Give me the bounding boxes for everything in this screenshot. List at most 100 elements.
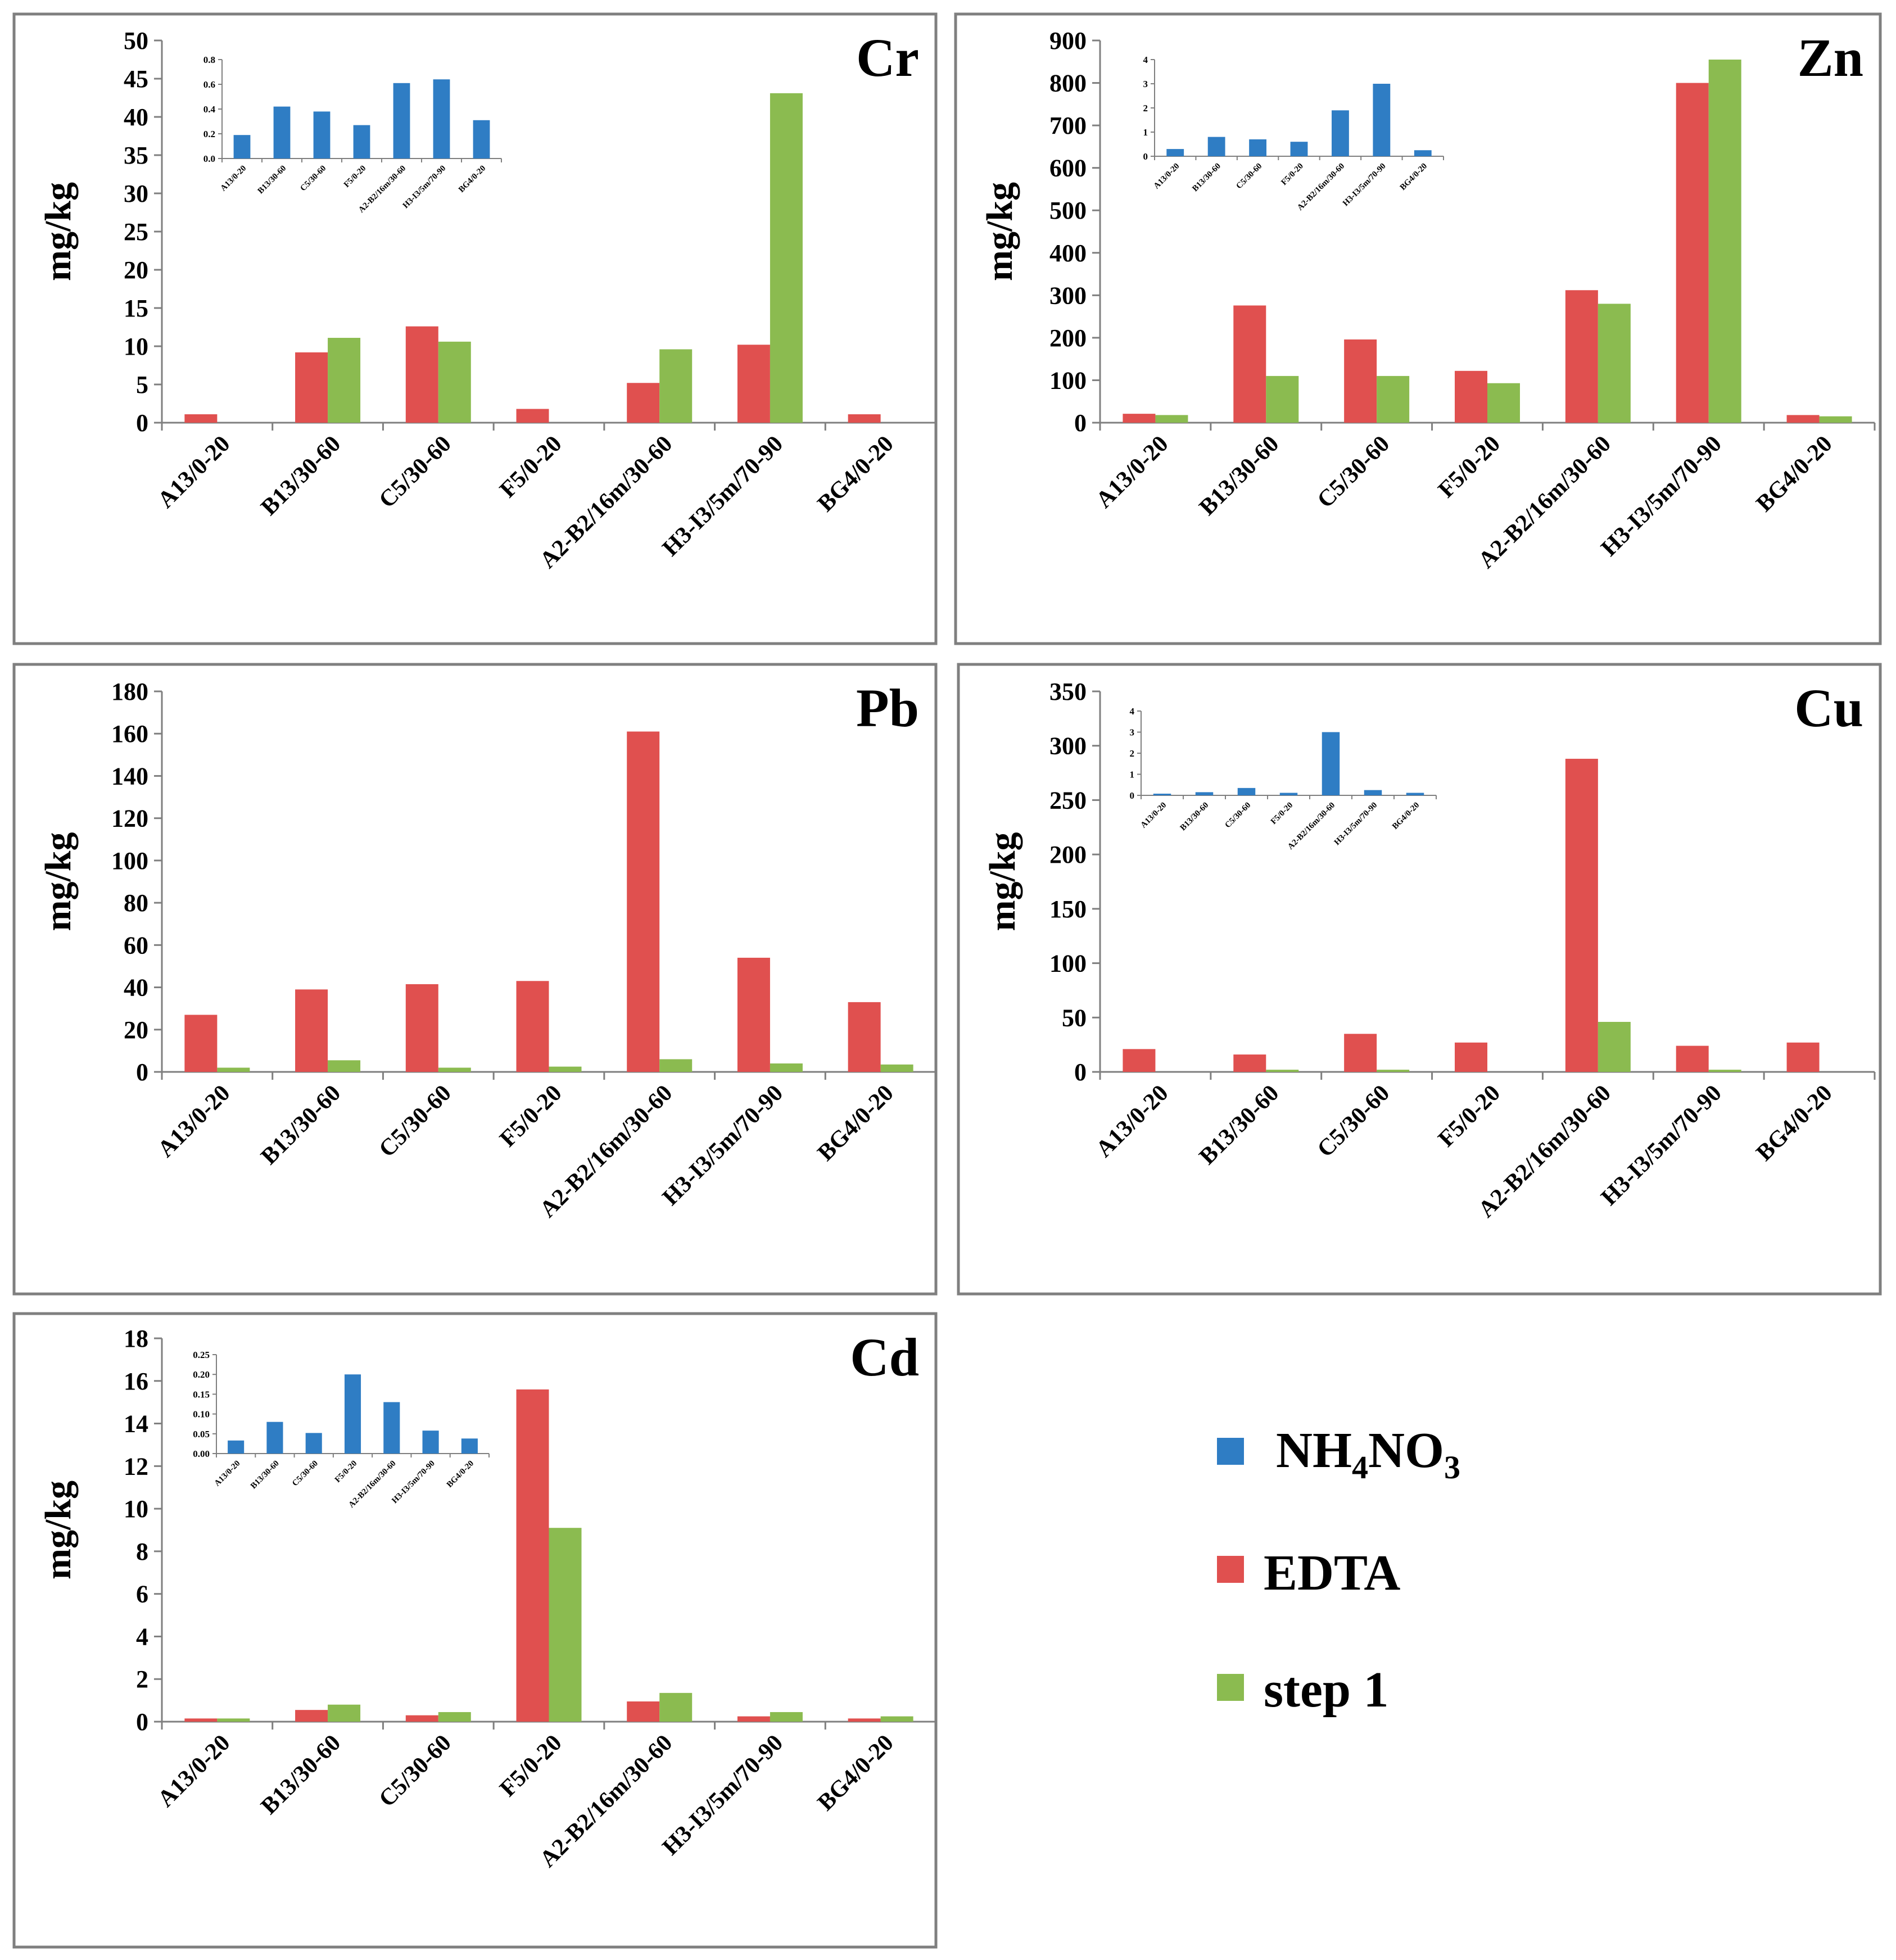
- x-category-label: C5/30-60: [374, 1080, 456, 1162]
- chart-frame: [954, 12, 1882, 645]
- x-category-label: A13/0-20: [1091, 431, 1173, 513]
- inset-bar-nh4no3: [1237, 787, 1256, 795]
- bar-step1: [770, 1063, 803, 1072]
- inset-x-category-label: BG4/0-20: [1399, 162, 1429, 192]
- y-axis-label: mg/kg: [38, 1481, 79, 1579]
- bar-step1: [1598, 304, 1631, 423]
- x-category-label: B13/30-60: [1194, 1080, 1284, 1170]
- inset-x-category-label: H3-I3/5m/70-90: [1333, 801, 1379, 848]
- x-category-label: C5/30-60: [1313, 1080, 1395, 1162]
- inset-bar-nh4no3: [1249, 139, 1266, 156]
- inset-x-category-label: BG4/0-20: [457, 164, 487, 194]
- chart-title: Cr: [856, 28, 919, 88]
- inset-y-tick-label: 0.00: [193, 1449, 210, 1459]
- bar-edta: [627, 731, 660, 1072]
- y-tick-label: 100: [111, 847, 148, 875]
- inset-bar-nh4no3: [433, 79, 450, 159]
- bar-edta: [405, 984, 438, 1072]
- x-category-label: BG4/0-20: [813, 431, 899, 517]
- bar-edta: [1455, 370, 1487, 423]
- inset-bar-nh4no3: [1373, 84, 1391, 156]
- x-category-label: BG4/0-20: [1752, 1080, 1838, 1166]
- inset-chart: 0.00 0.05 0.10 0.15 0.20 0.25 A13/0-20 B13/30-6…: [193, 1350, 490, 1510]
- inset-y-tick-label: 4: [1130, 706, 1135, 717]
- bar-edta: [627, 383, 660, 423]
- bar-edta: [1565, 758, 1598, 1072]
- x-category-label: A13/0-20: [153, 431, 235, 513]
- bar-edta: [1455, 1042, 1487, 1072]
- legend-swatch-edta: [1217, 1556, 1244, 1583]
- bar-step1: [880, 1064, 913, 1072]
- y-tick-label: 350: [1049, 678, 1087, 705]
- inset-x-category-label: C5/30-60: [291, 1459, 320, 1488]
- inset-y-tick-label: 3: [1130, 727, 1135, 738]
- inset-y-tick-label: 0: [1143, 151, 1148, 162]
- y-axis-label: mg/kg: [38, 832, 79, 931]
- inset-y-tick-label: 2: [1143, 103, 1148, 114]
- bar-step1: [1377, 375, 1410, 423]
- bar-step1: [880, 1716, 913, 1722]
- bar-step1: [217, 1718, 250, 1722]
- x-category-label: A13/0-20: [153, 1730, 235, 1812]
- bar-edta: [848, 414, 881, 423]
- inset-bar-nh4no3: [273, 106, 291, 159]
- inset-bar-nh4no3: [228, 1440, 245, 1454]
- inset-x-category-label: H3-I3/5m/70-90: [1341, 162, 1388, 209]
- bar-edta: [1233, 1054, 1266, 1072]
- y-tick-label: 8: [136, 1538, 148, 1565]
- inset-x-category-label: B13/30-60: [1179, 801, 1211, 833]
- inset-bar-nh4no3: [305, 1433, 322, 1454]
- inset-x-category-label: A13/0-20: [219, 164, 248, 193]
- inset-bar-nh4no3: [1166, 149, 1184, 156]
- inset-y-tick-label: 0.10: [193, 1409, 210, 1420]
- inset-y-tick-label: 0.20: [193, 1369, 210, 1380]
- y-tick-label: 20: [124, 256, 148, 284]
- y-tick-label: 600: [1049, 155, 1087, 182]
- y-tick-label: 5: [136, 371, 148, 399]
- y-tick-label: 40: [124, 103, 148, 131]
- bar-step1: [1155, 415, 1188, 423]
- legend-swatch-nh4no3: [1217, 1438, 1244, 1465]
- y-tick-label: 300: [1049, 732, 1087, 760]
- inset-x-category-label: A13/0-20: [212, 1459, 242, 1488]
- y-tick-label: 100: [1049, 950, 1087, 977]
- bar-edta: [1676, 83, 1709, 423]
- bar-step1: [1819, 416, 1852, 423]
- bar-edta: [1123, 414, 1156, 423]
- chart-panel-pb: 0 20 40 60 80 100 120 140 160 180 A13/0-20 B13/30-6…: [12, 663, 938, 1296]
- bar-edta: [737, 1716, 770, 1722]
- inset-y-tick-label: 2: [1130, 748, 1135, 759]
- inset-bar-nh4no3: [461, 1438, 478, 1454]
- legend: NH4NO3 EDTA step 1: [1217, 1423, 1460, 1718]
- x-category-label: BG4/0-20: [813, 1080, 899, 1166]
- y-axis-label: mg/kg: [982, 832, 1023, 931]
- x-category-label: A13/0-20: [1091, 1080, 1173, 1162]
- y-tick-label: 40: [124, 974, 148, 1002]
- bar-step1: [1487, 383, 1520, 423]
- y-tick-label: 120: [111, 805, 148, 832]
- bar-step1: [1708, 1070, 1741, 1072]
- x-category-label: B13/30-60: [256, 431, 346, 521]
- bar-edta: [1786, 415, 1820, 423]
- y-tick-label: 160: [111, 720, 148, 748]
- legend-label-step1: step 1: [1264, 1662, 1389, 1718]
- inset-bar-nh4no3: [1322, 732, 1340, 795]
- inset-bar-nh4no3: [1279, 793, 1298, 795]
- inset-bar-nh4no3: [473, 120, 490, 159]
- bar-step1: [438, 1712, 471, 1722]
- inset-x-category-label: BG4/0-20: [445, 1459, 476, 1490]
- inset-bar-nh4no3: [233, 135, 251, 159]
- y-tick-label: 35: [124, 142, 148, 169]
- x-category-label: F5/0-20: [495, 1730, 567, 1802]
- bar-edta: [848, 1002, 881, 1072]
- chart-frame: [12, 12, 938, 645]
- inset-chart: 0.0 0.2 0.4 0.6 0.8 A13/0-20 B13/30-60 C5/30-60…: [203, 55, 502, 215]
- x-category-label: B13/30-60: [1194, 431, 1284, 521]
- inset-y-tick-label: 0.25: [193, 1350, 210, 1360]
- y-tick-label: 18: [124, 1325, 148, 1352]
- bar-step1: [1266, 375, 1299, 423]
- x-category-label: BG4/0-20: [813, 1730, 899, 1816]
- inset-x-category-label: F5/0-20: [333, 1459, 359, 1484]
- inset-bar-nh4no3: [1332, 110, 1349, 156]
- bar-step1: [549, 1066, 582, 1072]
